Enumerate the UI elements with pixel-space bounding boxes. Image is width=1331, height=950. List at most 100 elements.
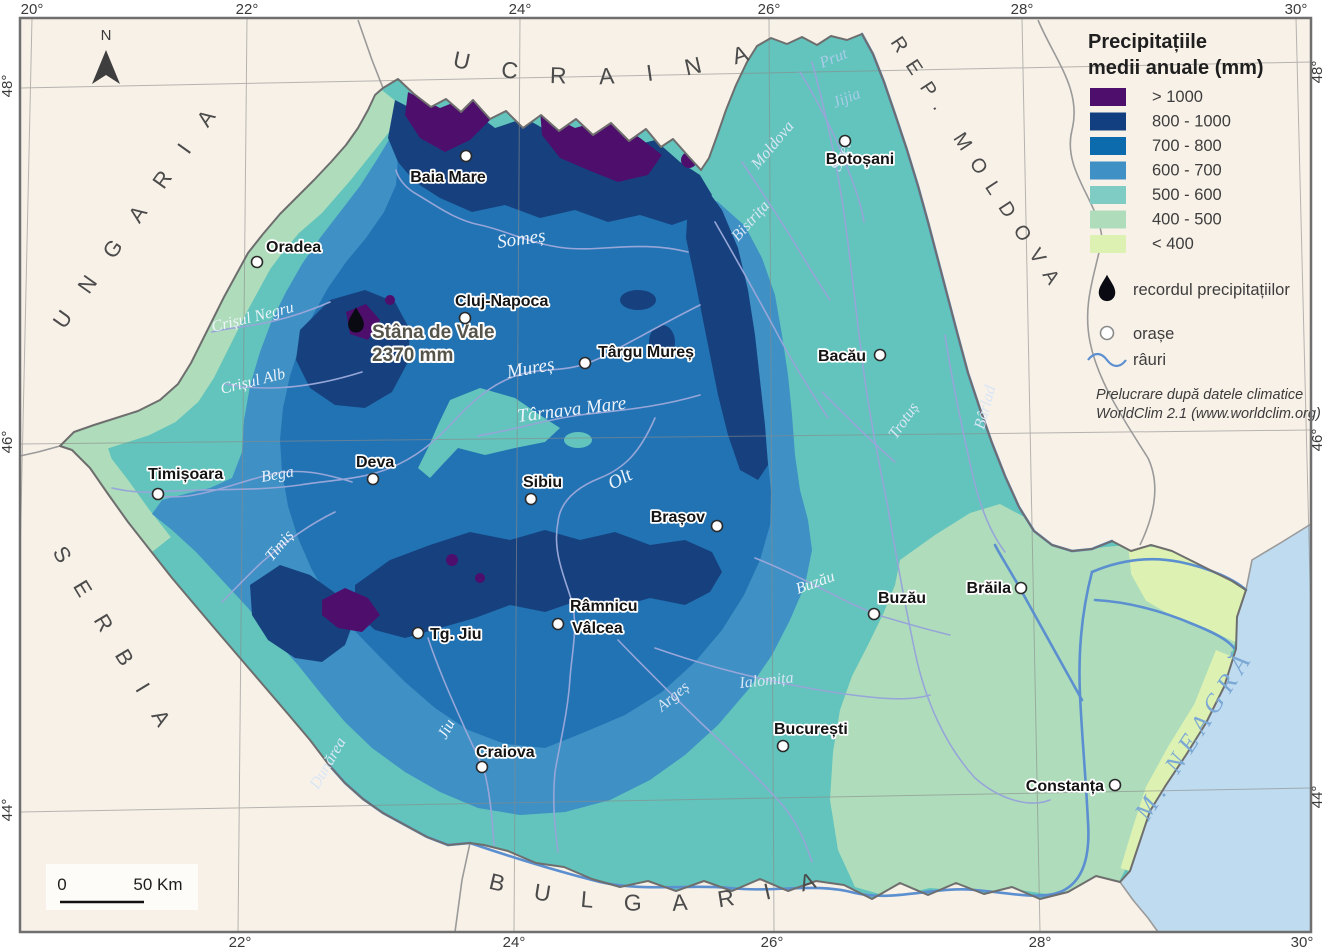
scale-start-label: 0 [57,875,66,894]
city-labels: Baia Mare Botoșani Oradea Cluj-Napoca Tâ… [146,149,1106,797]
legend-attribution-line1: Prelucrare după datele climatice [1096,387,1303,403]
city-label: Brașov [651,509,705,526]
city-dot-ramnicu-valcea [551,617,565,631]
tick-label-bottom: 26° [761,934,784,950]
legend-city-icon [1099,325,1115,341]
city-dot-braila [1014,581,1028,595]
city-label: Botoșani [826,151,894,168]
river-ialomita [654,647,931,700]
legend-swatch [1090,137,1126,155]
city-dot-cluj-napoca [458,311,472,325]
river-crisul-alb [224,371,363,389]
city-label: Constanța [1026,778,1104,795]
river-jiu [427,637,495,846]
city-label: Bacău [818,348,866,365]
legend-swatch [1090,161,1126,180]
legend-record-label: recordul precipitațiilor [1133,281,1290,299]
record-name: Stâna de Vale [372,322,495,343]
layer-lt-400-delta [1128,545,1246,642]
tick-label-bottom: 22° [229,934,252,950]
river-label: Bega [260,463,295,485]
city-dot-brasov [710,519,724,533]
city-dot-baia-mare [459,149,473,163]
border-serbia-bulgaria [454,842,471,933]
river-tarnava-mare [477,394,701,437]
legend-river-icon [1087,352,1127,368]
graticule-lines [19,17,1312,933]
legend-attribution-line2: WorldClim 2.1 (www.worldclim.org) [1096,406,1321,422]
legend-class-label: 600 - 700 [1152,162,1222,180]
legend-swatch [1090,88,1126,106]
city-dot-timisoara [151,487,165,501]
tick-label-top: 28° [1011,1,1034,18]
legend-title-line1: Precipitațiile [1088,31,1207,53]
city-dot-tg-jiu [411,626,425,640]
city-label: Râmnicu [570,598,638,615]
city-label: Brăila [967,580,1012,597]
scale-end-label: 50 Km [133,875,182,894]
city-dot-buzau [867,607,881,621]
black-sea [1120,524,1311,932]
river-label: Ialomița [738,669,795,692]
tick-label-top: 24° [509,1,532,18]
city-label: Craiova [476,744,535,761]
river-mures [111,304,701,493]
record-value: 2370 mm [372,345,453,366]
city-label: Deva [356,454,394,471]
river-buzau [754,557,951,636]
river-danube-braila [993,543,1084,702]
scale-bar: 0 50 Km [46,864,198,910]
city-dot-constanta [1108,778,1122,792]
record-marker: Stâna de Vale 2370 mm [348,307,497,368]
legend-class-label: 800 - 1000 [1152,113,1231,131]
legend-class-label: 400 - 500 [1152,211,1222,229]
city-label: Tg. Jiu [430,626,482,643]
north-arrow-label: N [101,27,112,44]
city-dot-bucuresti [776,739,790,753]
tick-label-top: 30° [1285,1,1308,18]
tick-label-left: 44° [0,799,16,822]
legend-class-label: < 400 [1152,235,1194,253]
city-label: Cluj-Napoca [455,293,548,310]
city-label: Baia Mare [410,169,486,186]
city-dot-deva [366,472,380,486]
tick-label-right: 46° [1309,429,1326,452]
legend-class-label: 500 - 600 [1152,186,1222,204]
tick-label-right: 48° [1309,61,1326,84]
coast-ukraine [1245,523,1312,591]
border-ukraine-moldova [1037,19,1156,546]
city-label: Timișoara [148,466,223,483]
river-barlad [944,334,1006,553]
city-markers [151,134,1122,792]
tick-label-bottom: 30° [1291,934,1314,950]
city-dot-bacau [873,348,887,362]
river-trotus [821,391,896,463]
legend-class-label: 700 - 800 [1152,137,1222,155]
legend: Precipitațiile medii anuale (mm) > 1000 … [1087,31,1321,422]
city-label: Vâlcea [572,620,623,637]
tick-label-bottom: 28° [1029,934,1052,950]
border-hungary-serbia [19,445,61,457]
city-label: București [774,721,848,738]
legend-swatch [1090,112,1126,131]
border-hungary-ukraine [357,19,384,89]
layer-400-500-southeast [830,504,1235,897]
city-dot-craiova [475,760,489,774]
neighbor-borders [19,19,1312,933]
tick-label-top: 22° [236,1,259,18]
legend-title-line2: medii anuale (mm) [1088,57,1264,79]
river-bistrita [714,221,829,419]
rivers [111,61,1051,863]
legend-class-label: > 1000 [1152,88,1203,106]
city-dot-botosani [838,134,852,148]
map-frame [18,16,1313,934]
tick-label-right: 44° [1309,786,1326,809]
river-olt [552,417,656,853]
tick-label-top: 26° [758,1,781,18]
legend-swatch [1090,186,1126,204]
city-label: Sibiu [523,474,562,491]
river-danube-delta-2 [1093,598,1236,650]
